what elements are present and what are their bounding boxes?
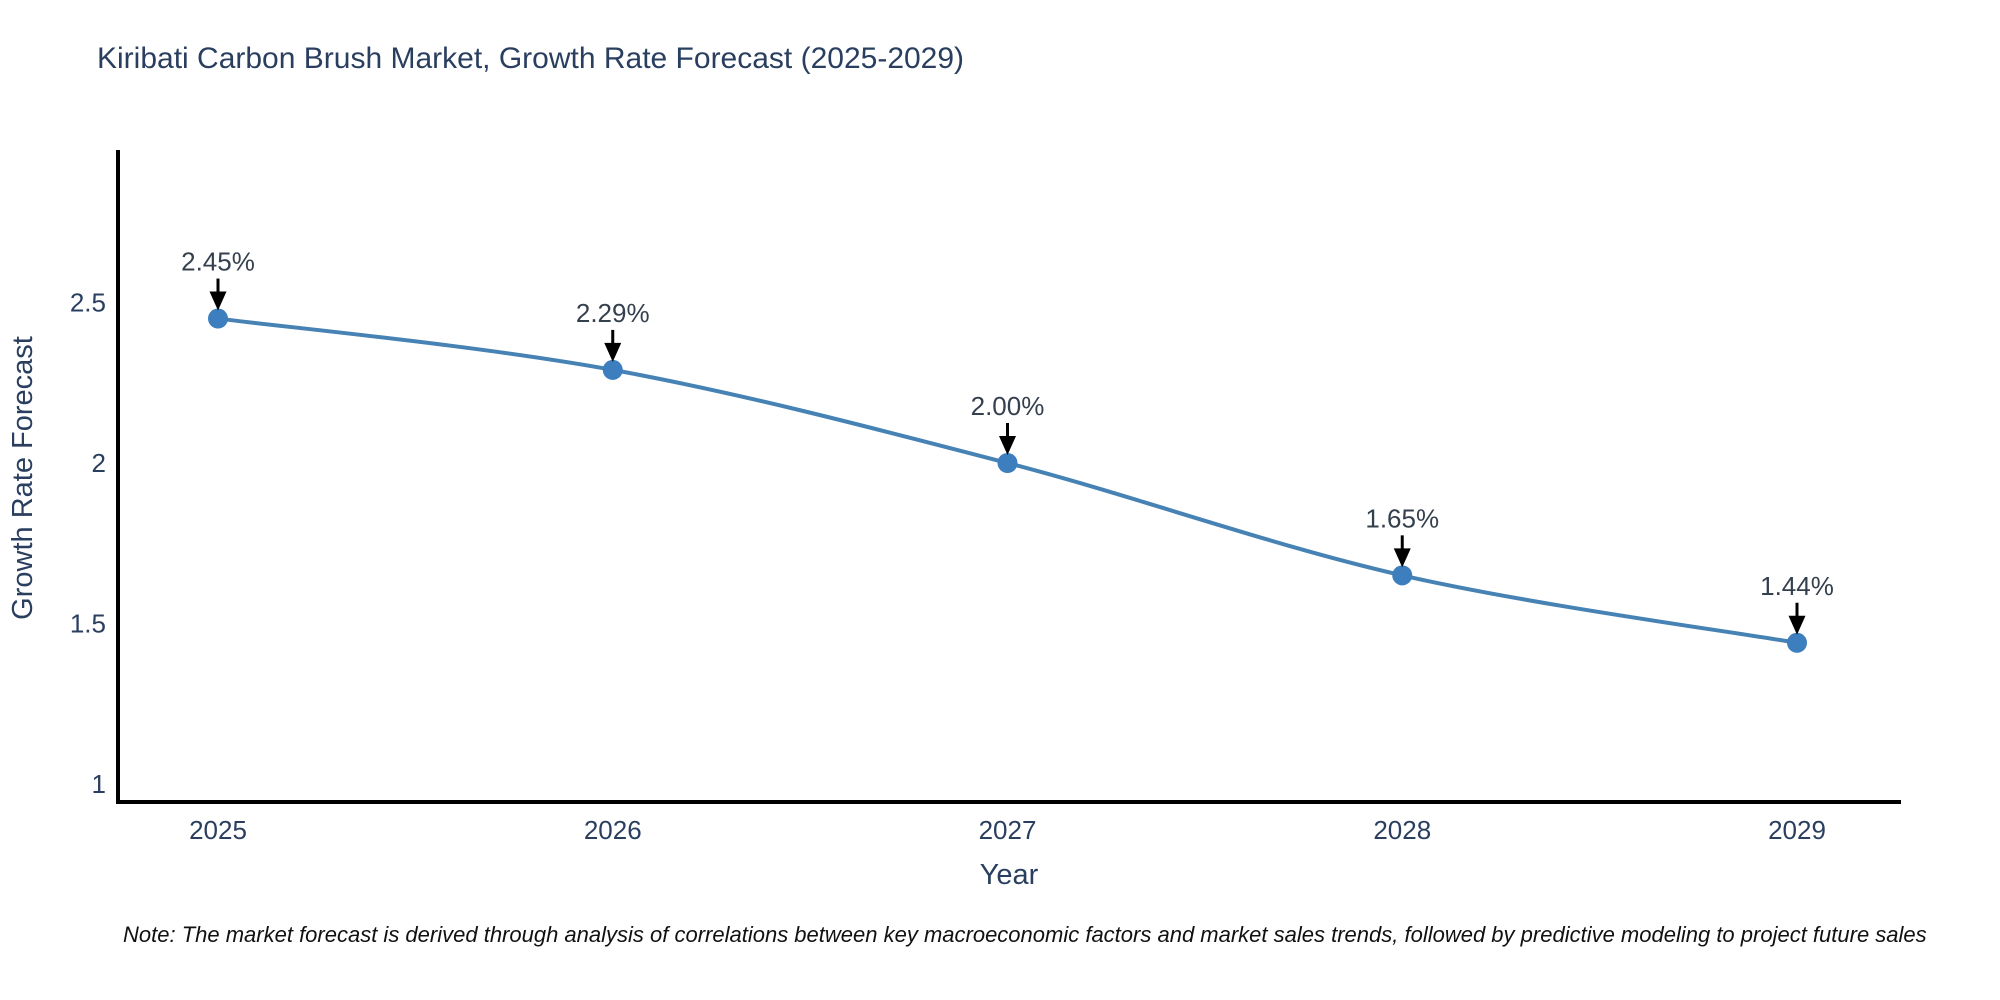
annotation-arrowhead-icon	[604, 342, 622, 362]
y-tick-label: 1	[92, 769, 106, 799]
point-value-label: 2.29%	[576, 298, 650, 328]
annotation-arrowhead-icon	[1393, 548, 1411, 568]
y-axis-tick-labels: 1 1.5 2 2.5	[70, 288, 106, 800]
x-tick-label: 2028	[1373, 815, 1431, 845]
annotation-arrowhead-icon	[999, 436, 1016, 455]
point-annotation: 2.00%	[971, 391, 1045, 455]
data-point-marker[interactable]	[208, 308, 228, 329]
point-value-label: 2.45%	[181, 247, 255, 277]
x-axis-title: Year	[980, 859, 1039, 891]
point-value-label: 2.00%	[971, 391, 1045, 421]
series-markers	[208, 308, 1807, 653]
annotation-arrowhead-icon	[209, 291, 227, 311]
point-annotations: 2.45% 2.29% 2.00% 1.65% 1.44%	[181, 247, 1834, 635]
point-annotation: 2.45%	[181, 247, 255, 311]
x-axis-tick-labels: 2025 2026 2027 2028 2029	[189, 815, 1826, 845]
x-tick-label: 2025	[189, 815, 247, 845]
footnote: Note: The market forecast is derived thr…	[123, 922, 1927, 947]
point-annotation: 1.44%	[1760, 571, 1834, 635]
point-value-label: 1.65%	[1365, 503, 1439, 533]
data-point-marker[interactable]	[1787, 632, 1807, 653]
y-axis-title: Growth Rate Forecast	[7, 336, 39, 620]
y-tick-label: 2.5	[70, 288, 106, 318]
point-annotation: 1.65%	[1365, 503, 1439, 568]
point-annotation: 2.29%	[576, 298, 650, 362]
x-tick-label: 2029	[1768, 815, 1826, 845]
x-tick-label: 2027	[979, 815, 1037, 845]
annotation-arrowhead-icon	[1788, 615, 1806, 635]
chart-title: Kiribati Carbon Brush Market, Growth Rat…	[97, 42, 964, 75]
y-tick-label: 2	[92, 448, 106, 478]
point-value-label: 1.44%	[1760, 571, 1834, 601]
y-tick-label: 1.5	[70, 609, 106, 639]
data-point-marker[interactable]	[1392, 565, 1413, 586]
axes	[116, 150, 1901, 804]
series-line	[217, 316, 1798, 645]
data-point-marker[interactable]	[997, 453, 1018, 473]
data-point-marker[interactable]	[602, 359, 623, 380]
x-tick-label: 2026	[584, 815, 642, 845]
